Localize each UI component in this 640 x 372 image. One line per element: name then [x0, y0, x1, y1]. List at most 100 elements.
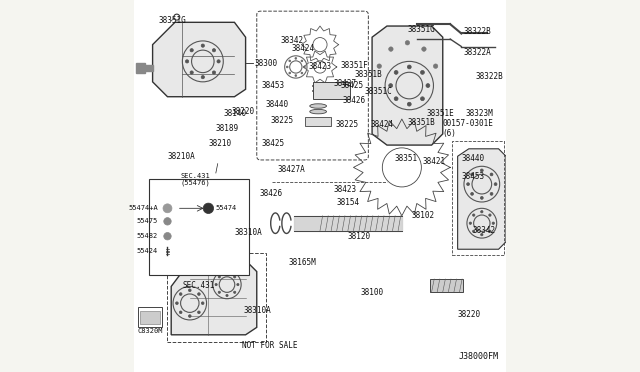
Circle shape [388, 47, 393, 51]
Circle shape [226, 294, 228, 296]
Circle shape [472, 230, 475, 232]
Circle shape [179, 293, 182, 295]
Circle shape [489, 214, 491, 216]
Text: 38140: 38140 [223, 109, 246, 118]
Text: 38453: 38453 [262, 81, 285, 90]
Circle shape [494, 183, 497, 186]
Circle shape [217, 60, 220, 63]
Text: 38165M: 38165M [289, 258, 316, 267]
Circle shape [303, 66, 305, 68]
Text: 38310A: 38310A [235, 228, 262, 237]
Text: 38322A: 38322A [463, 48, 491, 57]
Text: 38351B: 38351B [355, 70, 383, 79]
Circle shape [469, 222, 472, 224]
Polygon shape [172, 260, 257, 335]
Polygon shape [152, 22, 246, 97]
Text: 38220: 38220 [458, 310, 481, 319]
Text: 38424: 38424 [291, 44, 314, 53]
Circle shape [492, 222, 495, 224]
Circle shape [420, 97, 424, 101]
Circle shape [489, 230, 491, 232]
Circle shape [407, 65, 412, 69]
Text: 38351: 38351 [394, 154, 417, 163]
Circle shape [422, 47, 426, 51]
Text: 38342: 38342 [472, 226, 495, 235]
Circle shape [289, 60, 291, 62]
Text: 38154: 38154 [337, 198, 360, 207]
Text: 55482: 55482 [137, 233, 158, 239]
Ellipse shape [310, 104, 326, 108]
Text: 38453: 38453 [461, 172, 484, 181]
Text: 38120: 38120 [348, 232, 371, 241]
Text: 38351C: 38351C [365, 87, 392, 96]
Text: 38351B: 38351B [408, 118, 435, 127]
Bar [168, 253, 266, 342]
Circle shape [186, 60, 189, 63]
Circle shape [234, 291, 236, 294]
Circle shape [481, 196, 483, 199]
Circle shape [470, 173, 474, 176]
Text: 00157-0301E
(6): 00157-0301E (6) [442, 119, 493, 138]
Polygon shape [372, 26, 443, 145]
Circle shape [203, 203, 214, 214]
Polygon shape [458, 149, 506, 249]
Text: 38225: 38225 [271, 116, 294, 125]
Circle shape [226, 273, 228, 275]
Circle shape [407, 102, 412, 106]
Circle shape [433, 64, 438, 68]
Text: 38351G: 38351G [158, 16, 186, 25]
Text: 38210: 38210 [209, 139, 232, 148]
Text: 55474: 55474 [216, 205, 237, 211]
Bar [144, 65, 154, 71]
Circle shape [295, 58, 297, 59]
Ellipse shape [310, 109, 326, 114]
Circle shape [201, 76, 204, 79]
Text: 38300: 38300 [255, 59, 278, 68]
Text: 38427: 38427 [333, 79, 356, 88]
Text: SEC.431
(55476): SEC.431 (55476) [180, 173, 211, 186]
Circle shape [490, 192, 493, 195]
Circle shape [394, 97, 398, 101]
Text: 38423: 38423 [308, 62, 331, 71]
Text: 38189: 38189 [216, 124, 239, 133]
Circle shape [467, 183, 470, 186]
Circle shape [237, 283, 239, 286]
Text: 38322B: 38322B [463, 27, 491, 36]
Bar [312, 82, 349, 99]
Text: 38425: 38425 [340, 81, 364, 90]
Circle shape [470, 192, 474, 195]
Text: 38351F: 38351F [340, 61, 369, 70]
Text: 38342: 38342 [280, 36, 303, 45]
Text: 38424: 38424 [370, 120, 394, 129]
Circle shape [295, 75, 297, 77]
Circle shape [481, 234, 483, 236]
Text: 38423: 38423 [333, 185, 356, 194]
Bar [140, 311, 160, 324]
Circle shape [175, 302, 179, 305]
Circle shape [289, 72, 291, 74]
Circle shape [481, 169, 483, 172]
Text: 38440: 38440 [265, 100, 289, 109]
Circle shape [481, 211, 483, 213]
Circle shape [215, 283, 217, 286]
Circle shape [286, 66, 288, 68]
Bar [149, 179, 250, 275]
Text: 38427A: 38427A [277, 165, 305, 174]
Text: J38000FM: J38000FM [458, 352, 499, 361]
Circle shape [164, 232, 172, 240]
Circle shape [179, 311, 182, 314]
Circle shape [420, 70, 424, 74]
Text: 38225: 38225 [336, 120, 359, 129]
Text: 38426: 38426 [342, 96, 365, 105]
Circle shape [490, 173, 493, 176]
Circle shape [218, 276, 220, 278]
Circle shape [377, 64, 381, 68]
Text: SEC.431: SEC.431 [183, 281, 215, 290]
Circle shape [188, 315, 191, 317]
Circle shape [405, 41, 410, 45]
Text: 38310A: 38310A [244, 306, 271, 315]
Circle shape [394, 70, 398, 74]
Circle shape [234, 276, 236, 278]
Circle shape [218, 291, 220, 294]
Text: 38351E: 38351E [426, 109, 454, 118]
